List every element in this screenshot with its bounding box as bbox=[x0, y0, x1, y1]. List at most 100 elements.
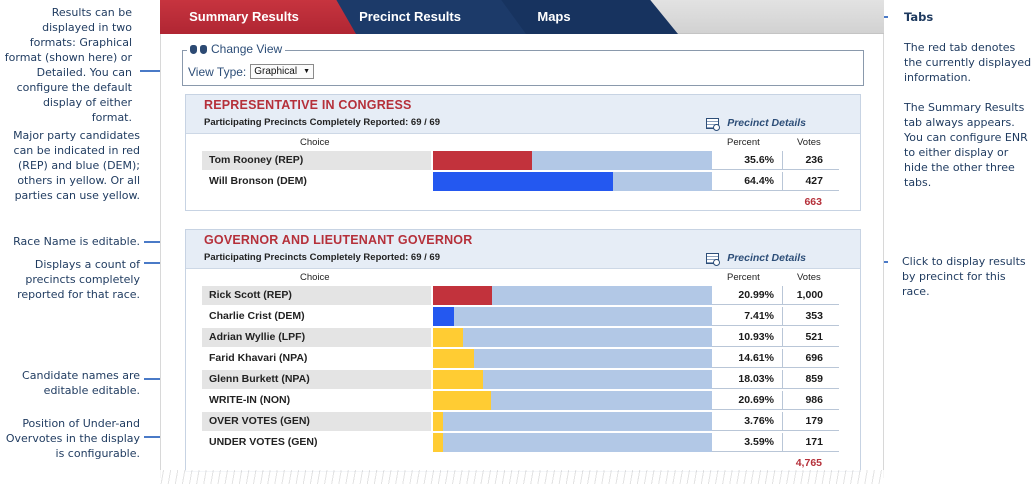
column-headers: Choice Percent Votes bbox=[186, 134, 860, 150]
precincts-reported: Participating Precincts Completely Repor… bbox=[204, 117, 440, 128]
view-type-row: View Type: Graphical ▼ bbox=[188, 64, 315, 79]
precinct-details-label: Precinct Details bbox=[727, 117, 806, 129]
total-votes: 4,765 bbox=[795, 457, 822, 469]
candidate-votes: 179 bbox=[782, 412, 839, 431]
vote-bar bbox=[433, 433, 712, 452]
header-votes: Votes bbox=[797, 137, 821, 148]
app-frame: Maps Precinct Results Summary Results Ch… bbox=[160, 0, 884, 478]
candidate-percent: 7.41% bbox=[712, 307, 782, 326]
candidate-percent: 18.03% bbox=[712, 370, 782, 389]
candidate-name: UNDER VOTES (GEN) bbox=[209, 436, 318, 448]
tab-bar: Maps Precinct Results Summary Results bbox=[160, 0, 884, 34]
candidate-percent: 64.4% bbox=[712, 172, 782, 191]
candidate-percent: 3.59% bbox=[712, 433, 782, 452]
vote-bar-fill bbox=[433, 151, 533, 170]
note-formats: Results can be displayed in two formats:… bbox=[4, 6, 132, 124]
candidate-percent: 35.6% bbox=[712, 151, 782, 170]
view-type-select[interactable]: Graphical ▼ bbox=[250, 64, 315, 79]
candidate-name: Tom Rooney (REP) bbox=[202, 151, 431, 170]
precinct-details-icon bbox=[706, 252, 721, 266]
vote-bar-fill bbox=[433, 433, 444, 452]
candidate-votes: 1,000 bbox=[782, 286, 839, 305]
candidate-name: OVER VOTES (GEN) bbox=[202, 412, 431, 431]
race-header: GOVERNOR AND LIEUTENANT GOVERNOR Particip… bbox=[186, 230, 860, 269]
change-view-label: Change View bbox=[211, 42, 283, 56]
precinct-details-icon bbox=[706, 117, 721, 131]
vote-bar bbox=[433, 172, 712, 191]
candidate-votes: 171 bbox=[782, 433, 839, 452]
precinct-details-label: Precinct Details bbox=[727, 252, 806, 264]
candidate-row: Will Bronson (DEM) 64.4% 427 bbox=[186, 171, 860, 192]
vote-bar bbox=[433, 412, 712, 431]
vote-bar-fill bbox=[433, 391, 491, 410]
header-choice: Choice bbox=[300, 137, 330, 148]
candidate-percent: 20.69% bbox=[712, 391, 782, 410]
race-header: REPRESENTATIVE IN CONGRESS Participating … bbox=[186, 95, 860, 134]
candidate-votes: 859 bbox=[782, 370, 839, 389]
header-votes: Votes bbox=[797, 272, 821, 283]
candidate-row: WRITE-IN (NON) 20.69% 986 bbox=[186, 390, 860, 411]
candidate-name: Adrian Wyllie (LPF) bbox=[202, 328, 431, 347]
candidate-name: Farid Khavari (NPA) bbox=[209, 352, 308, 364]
precinct-details-link[interactable]: Precinct Details bbox=[706, 117, 806, 131]
change-view-legend: Change View bbox=[187, 42, 286, 56]
tab-summary-results[interactable]: Summary Results bbox=[160, 0, 356, 34]
candidate-row: OVER VOTES (GEN) 3.76% 179 bbox=[186, 411, 860, 432]
column-headers: Choice Percent Votes bbox=[186, 269, 860, 285]
view-type-value: Graphical bbox=[254, 66, 298, 77]
vote-bar bbox=[433, 370, 712, 389]
vote-bar-fill bbox=[433, 370, 484, 389]
candidate-votes: 696 bbox=[782, 349, 839, 368]
race-panel: REPRESENTATIVE IN CONGRESS Participating … bbox=[185, 94, 861, 211]
candidate-percent: 3.76% bbox=[712, 412, 782, 431]
note-race-name: Race Name is editable. bbox=[13, 235, 140, 248]
candidate-name: Will Bronson (DEM) bbox=[209, 175, 307, 187]
candidate-name: Rick Scott (REP) bbox=[202, 286, 431, 305]
race-panel: GOVERNOR AND LIEUTENANT GOVERNOR Particip… bbox=[185, 229, 861, 472]
note-party: Major party candidates can be indicated … bbox=[13, 129, 140, 202]
tab-precinct-results[interactable]: Precinct Results bbox=[320, 0, 526, 34]
precincts-reported: Participating Precincts Completely Repor… bbox=[204, 252, 440, 263]
vote-bar bbox=[433, 307, 712, 326]
race-name: REPRESENTATIVE IN CONGRESS bbox=[204, 98, 412, 112]
vote-bar-fill bbox=[433, 328, 464, 347]
torn-edge bbox=[160, 470, 884, 484]
candidate-row: Tom Rooney (REP) 35.6% 236 bbox=[186, 150, 860, 171]
header-percent: Percent bbox=[727, 272, 760, 283]
vote-bar-fill bbox=[433, 307, 454, 326]
change-view-box: Change View View Type: Graphical ▼ bbox=[182, 42, 864, 86]
vote-bar-fill bbox=[433, 349, 474, 368]
candidate-row: Charlie Crist (DEM) 7.41% 353 bbox=[186, 306, 860, 327]
candidate-name: Charlie Crist (DEM) bbox=[209, 310, 305, 322]
note-overvotes: Position of Under-and Overvotes in the d… bbox=[5, 417, 140, 460]
race-total: 663 bbox=[186, 192, 860, 210]
results-content: Change View View Type: Graphical ▼ REPRE… bbox=[160, 34, 884, 478]
chevron-down-icon: ▼ bbox=[303, 68, 311, 75]
vote-bar bbox=[433, 328, 712, 347]
candidate-percent: 14.61% bbox=[712, 349, 782, 368]
vote-bar bbox=[433, 391, 712, 410]
candidate-votes: 427 bbox=[782, 172, 839, 191]
note-tabs-red: The red tab denotes the currently displa… bbox=[904, 41, 1032, 84]
candidate-row: Rick Scott (REP) 20.99% 1,000 bbox=[186, 285, 860, 306]
candidate-votes: 353 bbox=[782, 307, 839, 326]
candidate-row: Farid Khavari (NPA) 14.61% 696 bbox=[186, 348, 860, 369]
total-votes: 663 bbox=[804, 196, 822, 208]
precinct-details-link[interactable]: Precinct Details bbox=[706, 252, 806, 266]
vote-bar-fill bbox=[433, 286, 492, 305]
header-percent: Percent bbox=[727, 137, 760, 148]
vote-bar bbox=[433, 286, 712, 305]
candidate-votes: 521 bbox=[782, 328, 839, 347]
note-candidate-names: Candidate names are editable editable. bbox=[22, 369, 140, 397]
view-type-label: View Type: bbox=[188, 64, 247, 79]
candidate-name: WRITE-IN (NON) bbox=[209, 394, 291, 406]
candidate-percent: 20.99% bbox=[712, 286, 782, 305]
note-click: Click to display results by precinct for… bbox=[902, 255, 1026, 298]
vote-bar bbox=[433, 349, 712, 368]
candidate-row: Adrian Wyllie (LPF) 10.93% 521 bbox=[186, 327, 860, 348]
candidate-row: Glenn Burkett (NPA) 18.03% 859 bbox=[186, 369, 860, 390]
race-name: GOVERNOR AND LIEUTENANT GOVERNOR bbox=[204, 233, 473, 247]
note-tabs-title: Tabs bbox=[904, 10, 934, 24]
candidate-votes: 986 bbox=[782, 391, 839, 410]
note-count: Displays a count of precincts completely… bbox=[17, 258, 140, 301]
